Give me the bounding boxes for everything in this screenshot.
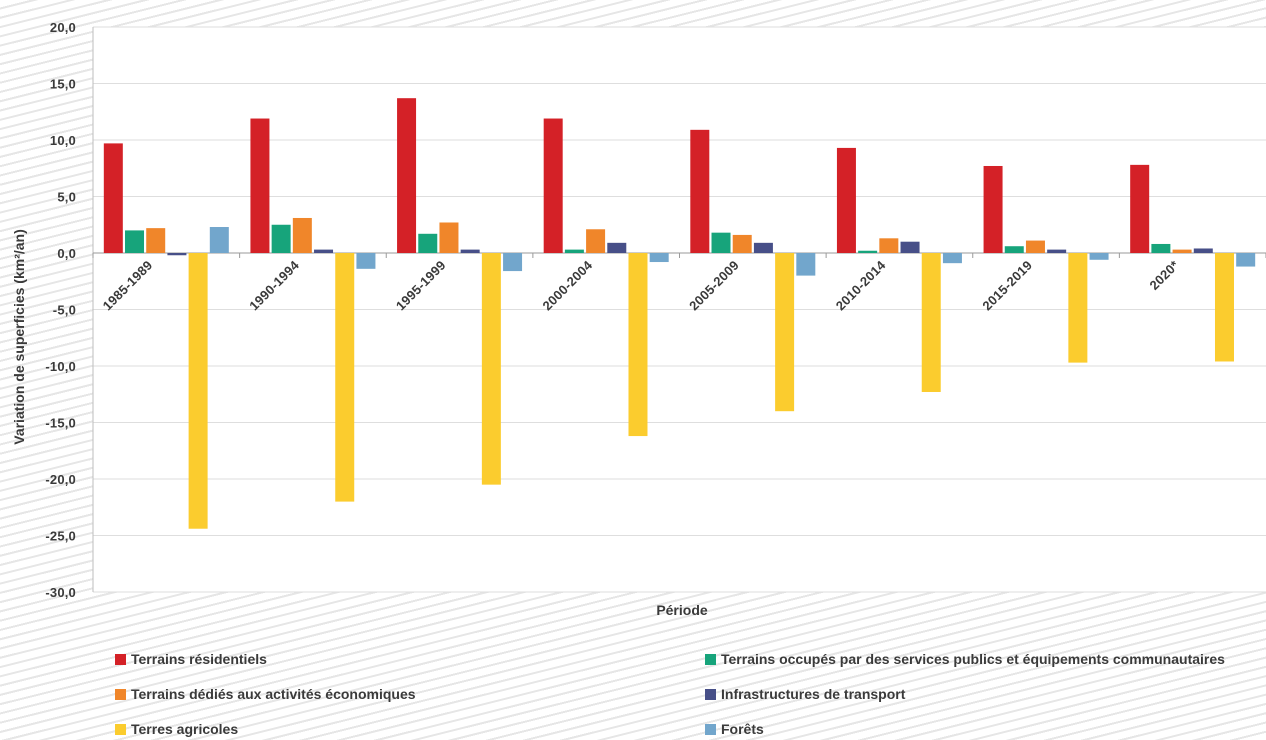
- y-tick-label: -25,0: [45, 529, 76, 544]
- bar-series-4-2000-2004: [628, 253, 648, 437]
- bar-series-4-2015-2019: [1068, 253, 1088, 363]
- bar-series-1-2020*: [1151, 243, 1171, 253]
- bar-series-4-1990-1994: [335, 253, 355, 502]
- y-tick-label: 10,0: [50, 133, 76, 148]
- bar-series-3-2020*: [1193, 248, 1213, 253]
- gridlines: [93, 26, 1266, 593]
- y-tick-label: -20,0: [45, 472, 76, 487]
- bar-series-4-1985-1989: [188, 253, 208, 529]
- y-tick-label: 5,0: [57, 190, 76, 205]
- bar-series-2-2000-2004: [586, 229, 606, 253]
- y-axis-title: Variation de superficies (km²/an): [11, 229, 27, 445]
- legend-item: Terres agricoles: [115, 721, 238, 737]
- legend-item: Infrastructures de transport: [705, 686, 905, 702]
- bar-series-4-2020*: [1214, 253, 1234, 362]
- legend-swatch: [115, 688, 126, 700]
- bar-series-1-2005-2009: [711, 232, 731, 253]
- legend-swatch: [705, 688, 716, 700]
- bar-series-5-2015-2019: [1089, 253, 1109, 260]
- bar-series-3-1995-1999: [460, 249, 480, 253]
- bar-series-2-2005-2009: [732, 234, 752, 253]
- legend-label: Infrastructures de transport: [721, 686, 906, 702]
- bar-series-4-2010-2014: [921, 253, 941, 392]
- bar-series-1-2015-2019: [1004, 246, 1024, 253]
- legend-item: Forêts: [705, 721, 764, 737]
- bar-series-5-2010-2014: [942, 253, 962, 264]
- bar-series-5-1995-1999: [503, 253, 523, 272]
- legend-label: Terrains occupés par des services public…: [721, 651, 1225, 667]
- bar-series-3-1990-1994: [314, 249, 334, 253]
- y-tick-label: -30,0: [45, 585, 76, 600]
- bars: [103, 98, 1256, 529]
- bar-series-1-1985-1989: [125, 230, 145, 253]
- bar-series-5-2005-2009: [796, 253, 816, 276]
- y-tick-labels: 20,0 15,0 10,0 5,0 0,0 -5,0 -10,0 -15,0 -20,0 -25…: [45, 20, 76, 600]
- bar-series-2-2015-2019: [1025, 240, 1045, 253]
- bar-series-0-2015-2019: [983, 165, 1003, 253]
- bar-series-0-1985-1989: [103, 143, 123, 253]
- y-tick-label: -10,0: [45, 359, 76, 374]
- y-tick-label: -5,0: [53, 303, 76, 318]
- bar-series-4-2005-2009: [775, 253, 795, 412]
- y-tick-label: 20,0: [50, 20, 76, 35]
- bar-series-2-2010-2014: [879, 238, 899, 253]
- bar-series-2-1985-1989: [146, 228, 166, 253]
- legend-label: Terres agricoles: [131, 721, 239, 737]
- bar-series-0-2000-2004: [543, 118, 563, 253]
- bar-series-1-1995-1999: [418, 233, 438, 253]
- legend-swatch: [115, 653, 126, 665]
- bar-series-1-2010-2014: [858, 250, 878, 253]
- bar-series-2-1995-1999: [439, 222, 459, 253]
- legend-item: Terrains résidentiels: [115, 651, 267, 667]
- bar-series-4-1995-1999: [481, 253, 501, 485]
- bar-series-3-2005-2009: [753, 242, 773, 253]
- legend-swatch: [115, 723, 126, 735]
- legend-label: Terrains dédiés aux activités économique…: [131, 686, 416, 702]
- legend-label: Terrains résidentiels: [131, 651, 267, 667]
- x-axis-title: Période: [656, 602, 708, 618]
- bar-series-5-1985-1989: [209, 227, 229, 253]
- bar-series-0-1990-1994: [250, 118, 270, 253]
- bar-series-3-2015-2019: [1047, 249, 1067, 253]
- bar-series-0-2020*: [1130, 164, 1150, 253]
- bar-series-1-2000-2004: [564, 249, 584, 253]
- bar-series-2-2020*: [1172, 249, 1192, 253]
- bar-series-5-2000-2004: [649, 253, 669, 263]
- bar-series-0-1995-1999: [397, 98, 417, 253]
- bar-series-3-2010-2014: [900, 241, 920, 253]
- bar-series-5-1990-1994: [356, 253, 376, 269]
- legend-item: Terrains dédiés aux activités économique…: [115, 686, 416, 702]
- legend-swatch: [705, 723, 716, 735]
- legend-item: Terrains occupés par des services public…: [705, 651, 1225, 667]
- legend-label: Forêts: [721, 721, 764, 737]
- bar-series-0-2010-2014: [836, 147, 856, 253]
- bar-series-2-1990-1994: [292, 217, 312, 253]
- bar-series-3-2000-2004: [607, 242, 627, 253]
- y-tick-label: 15,0: [50, 77, 76, 92]
- y-tick-label: -15,0: [45, 416, 76, 431]
- bar-series-0-2005-2009: [690, 129, 710, 253]
- bar-series-3-1985-1989: [167, 253, 187, 256]
- legend: Terrains résidentiels Terrains occupés pa…: [0, 648, 1266, 740]
- bar-series-5-2020*: [1236, 253, 1256, 267]
- y-tick-label: 0,0: [57, 246, 76, 261]
- bar-series-1-1990-1994: [271, 224, 291, 253]
- legend-swatch: [705, 653, 716, 665]
